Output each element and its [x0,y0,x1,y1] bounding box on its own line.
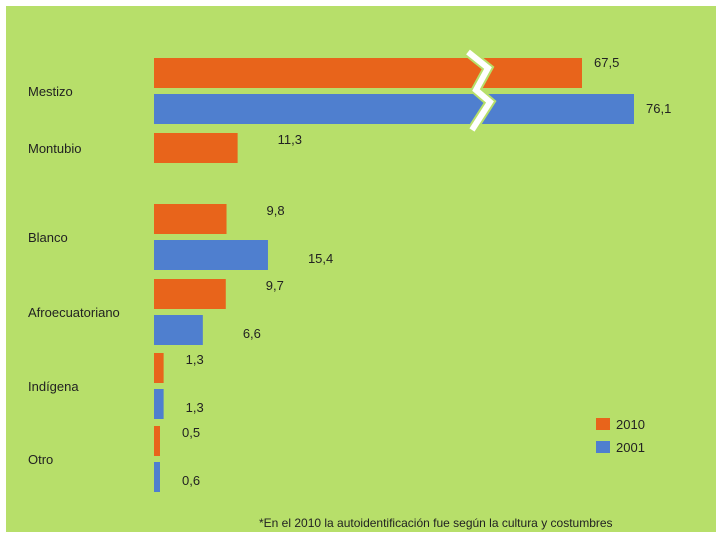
bar-2001 [154,389,164,419]
footnote: *En el 2010 la autoidentificación fue se… [259,516,613,530]
bar-chart: Mestizo 67,5 76,1 Montubio 11,3 Blanco 9,8 15,4… [28,48,671,492]
bar-2010 [154,353,164,383]
bar-2001 [154,240,268,270]
bar-2010 [154,279,226,309]
bar-2010 [154,204,227,234]
bar-2010 [154,58,582,88]
data-label: 9,7 [266,278,284,293]
category-label: Montubio [28,141,81,156]
data-label: 76,1 [646,101,671,116]
data-label: 6,6 [243,326,261,341]
chart-panel: Mestizo 67,5 76,1 Montubio 11,3 Blanco 9,8 15,4… [6,6,716,532]
data-label: 15,4 [308,251,333,266]
category-label: Blanco [28,230,68,245]
data-label: 0,6 [182,473,200,488]
category-label: Afroecuatoriano [28,305,120,320]
legend-label: 2010 [616,417,645,432]
data-label: 11,3 [278,132,302,147]
data-label: 0,5 [182,425,200,440]
category-label: Mestizo [28,84,73,99]
legend-swatch-2010 [596,418,610,430]
legend-label: 2001 [616,440,645,455]
axis-break-mark [466,49,494,132]
bar-2001 [154,94,634,124]
data-label: 1,3 [186,400,204,415]
category-label: Otro [28,452,53,467]
legend-swatch-2001 [596,441,610,453]
data-label: 67,5 [594,55,619,70]
bar-2001 [154,315,203,345]
data-label: 9,8 [267,203,285,218]
bar-2010 [154,426,160,456]
category-label: Indígena [28,379,79,394]
bar-2001 [154,462,160,492]
bar-2010 [154,133,238,163]
data-label: 1,3 [186,352,204,367]
